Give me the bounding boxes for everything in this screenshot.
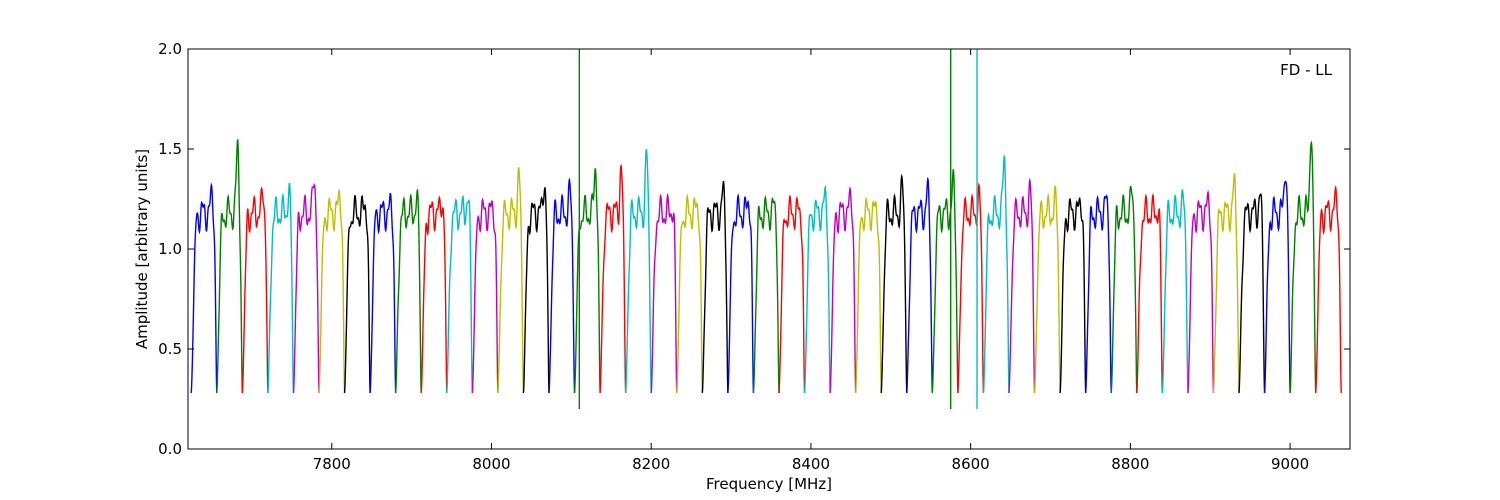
x-axis-label: Frequency [MHz] [706,475,832,493]
subband-line [1187,189,1215,394]
subband-line [1110,185,1138,394]
subband-line [1008,177,1036,394]
subband-line [1314,185,1342,394]
y-tick-label: 2.0 [158,40,182,58]
subband-line [727,193,755,394]
subband-line [1212,173,1240,394]
y-tick-label: 1.5 [158,140,182,158]
subband-line [1136,192,1164,394]
subband-line [292,183,320,394]
subband-line [880,173,908,394]
y-axis-label: Amplitude [arbitrary units] [133,149,151,349]
subband-line [318,188,346,394]
subband-line [829,186,857,394]
chart-annotation: FD - LL [1280,61,1332,79]
subband-line [471,197,499,394]
subband-line [446,194,474,394]
subband-line [190,182,218,394]
y-tick-label: 0.0 [158,440,182,458]
subband-line [1289,140,1317,394]
subband-line [957,182,985,394]
subband-line [394,188,422,394]
subband-line [343,194,371,394]
subband-line [497,167,525,394]
subband-line [267,182,295,394]
subband-line [1263,180,1291,394]
subband-line [676,193,704,394]
y-tick-label: 1.0 [158,240,182,258]
subband-line [548,177,576,394]
x-tick-label: 8200 [632,455,670,473]
subband-line [573,168,601,394]
series-layer [190,49,1342,409]
subband-line [369,192,397,394]
subband-line [1059,196,1087,394]
subband-line [1161,189,1189,394]
x-tick-label: 8600 [952,455,990,473]
subband-line [1238,193,1266,394]
y-tick-label: 0.5 [158,340,182,358]
subband-line [778,195,806,394]
subband-line [650,192,678,394]
subband-line [701,180,729,394]
subband-line [216,138,244,394]
subband-line [241,186,269,394]
x-tick-label: 8000 [472,455,510,473]
subband-line [1084,194,1112,394]
subband-line [854,196,882,394]
subband-line [624,149,652,394]
plot-frame [187,48,1351,450]
x-tick-label: 8800 [1111,455,1149,473]
subband-line [906,177,934,394]
subband-line [752,194,780,394]
ticks-layer [188,48,1350,450]
subband-line [982,155,1010,394]
x-tick-label: 9000 [1271,455,1309,473]
subband-line [420,195,448,394]
subband-line [803,184,831,394]
tick-labels-layer: 7800 8000 8200 8400 8600 8800 9000 0.0 0.5 1.0 1.5… [158,40,1309,473]
x-tick-label: 8400 [792,455,830,473]
x-tick-label: 7800 [313,455,351,473]
subband-line [599,163,627,394]
subband-line [522,186,550,394]
subband-line [931,169,959,394]
subband-line [1033,185,1061,394]
